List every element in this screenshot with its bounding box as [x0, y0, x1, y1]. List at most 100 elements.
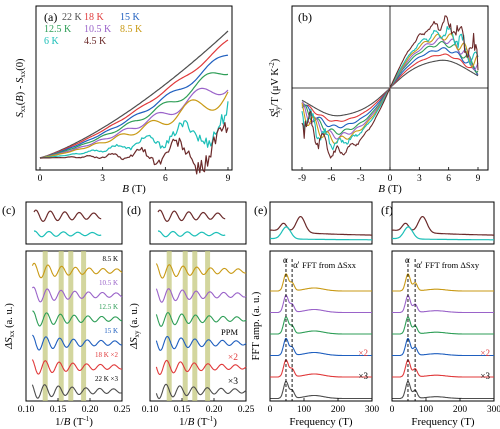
fft-series [392, 359, 494, 378]
panel-e-label: (e) [254, 203, 267, 217]
panel-e-x-tick-label: 100 [297, 405, 312, 415]
oscillation-series [155, 312, 247, 327]
fft-series [270, 337, 372, 357]
panel-a-series-10.5K [39, 87, 229, 159]
panel-a-frame [35, 5, 233, 171]
fft-series [392, 381, 494, 400]
panel-b-xlabel: B (T) [378, 183, 402, 195]
panel-e: (e) 0 100 200 300 α α' FFT from ΔSxx ×2 ×3 Freq… [251, 201, 380, 428]
oscillation-series [155, 335, 247, 351]
panel-d-bands [166, 251, 211, 401]
oscillation-series [31, 286, 123, 303]
panel-e-x-tick-label: 0 [268, 405, 273, 415]
panel-b-lines [301, 15, 479, 159]
top-fft-6K [392, 226, 494, 241]
panel-e-x-tick-label: 300 [365, 405, 380, 415]
oscillation-series [155, 383, 247, 400]
oscillation-band [182, 251, 188, 401]
panel-a-legend-item: 15 K [120, 12, 141, 23]
panel-f-x-tick-label: 200 [453, 405, 468, 415]
panel-d-top-frame [149, 201, 247, 245]
curve-label: ×3 [228, 377, 238, 387]
panel-b-x-tick-label: 0 [388, 174, 393, 184]
panel-f-label: (f) [381, 203, 393, 217]
panel-a-series-15K [39, 54, 229, 159]
oscillation-band [192, 251, 198, 401]
panel-c-ylabel: ΔSxx (a. u.) [4, 303, 16, 350]
fft-series [392, 273, 494, 292]
panel-a-xlabel: B (T) [122, 183, 146, 195]
panel-d-x-tick-label: 0.15 [174, 405, 191, 415]
panel-f-labels: α α' FFT from ΔSxy ×2 ×3 [405, 255, 491, 381]
panel-c-x-tick-label: 0.20 [82, 405, 99, 415]
fft-series [392, 316, 494, 335]
panel-b-x-tick-label: 6 [446, 174, 451, 184]
panel-a-series-4.5K [40, 122, 229, 175]
panel-f: (f) 0 100 200 300 α α' FFT from ΔSxy ×2 ×3 Freq… [381, 201, 500, 428]
top-series-4.5K [33, 209, 102, 222]
panel-c-x-tick-label: 0.10 [18, 405, 35, 415]
panel-b-label: (b) [298, 10, 312, 24]
panel-d-x-tick-label: 0.10 [142, 405, 159, 415]
oscillation-band [205, 251, 211, 401]
curve-label: 8.5 K [102, 255, 118, 263]
panel-a-legend: 22 K 18 K 15 K 12.5 K 10.5 K 8.5 K 6 K 4.5 K [44, 12, 143, 47]
panel-a-legend-item: 6 K [44, 36, 60, 47]
panel-f-main-frame [391, 250, 495, 402]
panel-c-bands [42, 251, 87, 401]
panel-c: (c) 0.10 0.15 0.20 0.25 8.5 K 10.5 K 12.5 K 15… [2, 201, 131, 428]
oscillation-series [31, 262, 123, 279]
panel-d-x-tick-label: 0.25 [238, 405, 255, 415]
oscillation-series [31, 359, 123, 375]
fft-series [392, 295, 494, 314]
alpha-prime-label: α' [293, 260, 300, 270]
panel-a-x-tick-label: 9 [226, 174, 231, 184]
panel-d-ticks: 0.10 0.15 0.20 0.25 [142, 398, 255, 415]
panel-a-series-18K [39, 39, 229, 159]
panel-f-lines [392, 259, 494, 401]
panel-f-ticks: 0 100 200 300 [390, 398, 500, 415]
panel-f-x-tick-label: 0 [390, 405, 395, 415]
curve-label: 15 K [104, 327, 118, 335]
alpha-prime-label: α' [416, 260, 423, 270]
panel-a-series-6K [39, 101, 229, 159]
oscillation-band [42, 251, 48, 401]
oscillation-band [81, 251, 87, 401]
panel-e-ticks: 0 100 200 300 [268, 398, 380, 415]
curve-label: 18 K ×2 [95, 351, 119, 359]
alpha-label: α [283, 255, 288, 265]
oscillation-band [68, 251, 74, 401]
panel-e-lines [270, 259, 372, 401]
panel-c-lines [31, 262, 123, 399]
fft-series [270, 316, 372, 335]
top-series-4.5K [157, 209, 226, 222]
panel-e-top-lines [269, 216, 372, 241]
panel-c-label: (c) [2, 203, 15, 217]
alpha-label: α [405, 255, 410, 265]
panel-d-top-lines [157, 209, 226, 238]
panel-d-curve-labels: PPM ×2 ×3 [221, 327, 238, 387]
panel-b-series-4.5K [301, 15, 479, 159]
fft-series [270, 380, 372, 400]
panel-a-legend-item: 18 K [84, 12, 105, 23]
panel-f-top-frame [391, 201, 495, 245]
panel-b-ticks: -9 -6 -3 0 3 6 9 [298, 167, 481, 184]
panel-d-xlabel: 1/B (T-1) [179, 415, 217, 428]
panel-a-series-22K [39, 30, 229, 159]
panel-d-main-frame [149, 250, 247, 402]
fft-annotation: FFT from ΔSxy [425, 260, 480, 270]
panel-b-x-tick-label: -9 [298, 174, 306, 184]
panel-f-top-lines [391, 216, 494, 241]
panel-d-ylabel: ΔSxy (a. u.) [129, 303, 141, 350]
top-fft-4.5K [269, 216, 372, 236]
oscillation-band [166, 251, 172, 401]
oscillation-series [32, 334, 122, 351]
panel-c-x-tick-label: 0.25 [114, 405, 131, 415]
panel-d-x-tick-label: 0.20 [206, 405, 223, 415]
oscillation-series [155, 359, 247, 376]
panel-c-ticks: 0.10 0.15 0.20 0.25 [18, 398, 131, 415]
oscillation-series [31, 384, 123, 399]
top-series-6K [33, 230, 102, 238]
scale-x2-label: ×2 [358, 348, 368, 358]
